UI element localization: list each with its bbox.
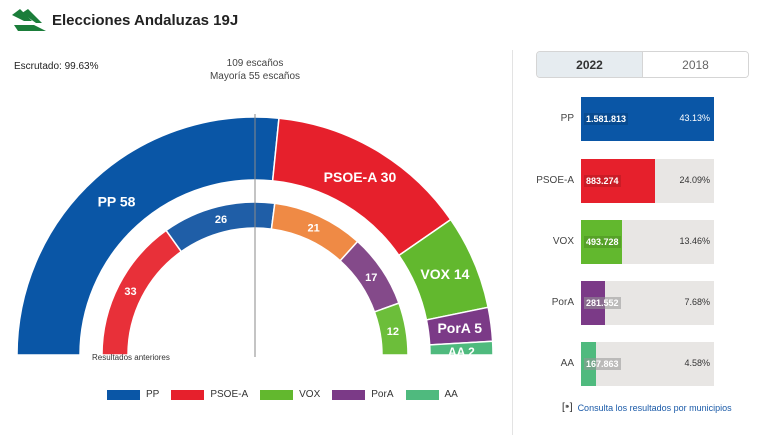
previous-results-label: Resultados anteriores (92, 353, 170, 362)
legend-swatch (107, 389, 140, 400)
vote-party-label: VOX (552, 236, 574, 247)
current-label-0: PP 58 (98, 194, 136, 210)
vote-row-4: AA 167.863 4.58% (536, 342, 746, 386)
legend-item-2: VOX (260, 389, 320, 400)
vote-row-2: VOX 493.728 13.46% (536, 220, 746, 264)
legend-item-0: PP (107, 389, 159, 400)
vote-bar-fill (581, 97, 714, 141)
vote-row-0: PP 1.581.813 43.13% (536, 97, 746, 141)
legend-label: VOX (299, 389, 321, 400)
previous-label-4: 12 (387, 326, 399, 338)
municipios-link-label: Consulta los resultados por municipios (577, 402, 732, 413)
legend-item-4: AA (405, 389, 458, 400)
vote-percent: 43.13% (679, 113, 710, 123)
header: Elecciones Andaluzas 19J (12, 8, 238, 32)
legend-label: PSOE-A (210, 389, 249, 400)
legend-label: PP (146, 389, 160, 400)
current-label-2: VOX 14 (420, 266, 469, 282)
current-segment-4 (428, 340, 494, 356)
current-label-4: AA 2 (448, 345, 475, 359)
map-pin-icon: [⁍] (562, 402, 573, 413)
legend-label: PorA (371, 389, 394, 400)
vote-percent: 7.68% (684, 297, 710, 307)
legend-swatch (405, 389, 439, 400)
current-label-1: PSOE-A 30 (324, 169, 397, 185)
vote-row-1: PSOE-A 883.274 24.09% (536, 159, 746, 203)
vote-bar-track: 281.552 7.68% (581, 281, 714, 325)
page-title: Elecciones Andaluzas 19J (52, 11, 239, 29)
municipios-link[interactable]: [⁍] Consulta los resultados por municipi… (562, 402, 732, 413)
vote-party-label: AA (560, 358, 574, 369)
vote-party-label: PSOE-A (536, 175, 574, 186)
logo-icon (12, 9, 46, 31)
vote-bar-fill (581, 220, 623, 264)
vote-percent: 4.58% (684, 358, 710, 368)
legend-label: AA (444, 389, 458, 400)
seat-info: 109 escaños Mayoría 55 escaños (155, 57, 355, 83)
vote-count: 167.863 (584, 358, 621, 370)
legend-swatch (332, 389, 366, 400)
previous-segment-4 (373, 302, 409, 356)
vote-bar-fill (581, 159, 656, 203)
vote-bar-track: 493.728 13.46% (581, 220, 714, 264)
current-label-3: PorA 5 (437, 320, 482, 336)
legend-item-3: PorA (332, 389, 394, 400)
tab-2022[interactable]: 2022 (537, 52, 643, 77)
vote-count: 281.552 (584, 297, 621, 309)
vote-percent: 24.09% (679, 175, 710, 185)
vote-party-label: PP (560, 113, 574, 124)
vote-party-label: PorA (551, 297, 574, 308)
year-tabs: 2022 2018 (536, 51, 749, 78)
vote-count: 1.581.813 (584, 113, 629, 125)
divider (512, 50, 513, 435)
legend-swatch (260, 389, 294, 400)
previous-label-0: 33 (124, 286, 136, 298)
legend: PP PSOE-A VOX PorA AA (107, 389, 470, 400)
vote-bar-track: 167.863 4.58% (581, 342, 714, 386)
legend-item-1: PSOE-A (171, 389, 248, 400)
vote-bar-track: 1.581.813 43.13% (581, 97, 714, 141)
vote-percent: 13.46% (679, 236, 710, 246)
previous-label-2: 21 (308, 223, 320, 235)
vote-count: 883.274 (584, 175, 621, 187)
vote-row-3: PorA 281.552 7.68% (536, 281, 746, 325)
scrutiny-text: Escrutado: 99.63% (14, 61, 99, 72)
previous-segment-1 (165, 201, 276, 253)
legend-swatch (171, 389, 205, 400)
previous-label-1: 26 (215, 214, 227, 226)
vote-count: 493.728 (584, 236, 621, 248)
current-segment-0 (16, 116, 280, 356)
total-seats: 109 escaños (226, 58, 284, 69)
majority-seats: Mayoría 55 escaños (209, 71, 301, 82)
vote-bar-track: 883.274 24.09% (581, 159, 714, 203)
hemicycle-chart: PP 58 PSOE-A 30 VOX 14 PorA 5 AA 2 33 26 21 17 12 (16, 114, 494, 359)
tab-2018[interactable]: 2018 (643, 52, 748, 77)
previous-label-3: 17 (365, 272, 377, 284)
